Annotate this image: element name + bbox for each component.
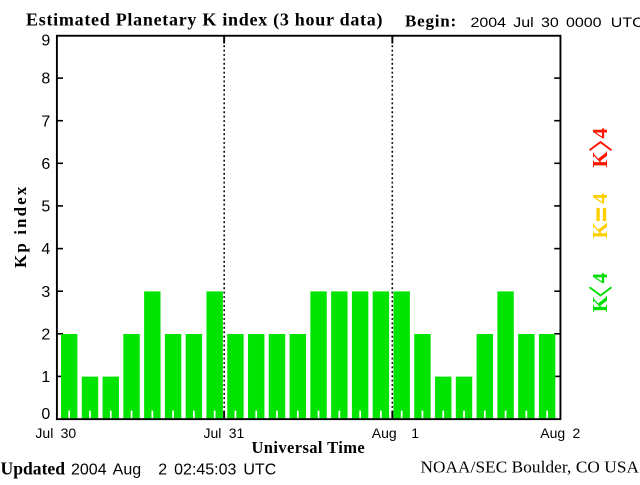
svg-text:2: 2 (41, 326, 50, 343)
svg-text:Aug 1: Aug 1 (372, 425, 419, 441)
svg-text:Updated: Updated (1, 459, 66, 479)
svg-text:Universal Time: Universal Time (251, 438, 365, 457)
svg-text:UTC: UTC (611, 15, 640, 31)
svg-text:NOAA/SEC Boulder, CO USA: NOAA/SEC Boulder, CO USA (421, 457, 640, 476)
svg-text:6: 6 (41, 156, 50, 173)
svg-text:Aug 2: Aug 2 (540, 425, 580, 441)
svg-text:4: 4 (41, 241, 50, 258)
svg-text:4: 4 (588, 128, 612, 139)
svg-text:7: 7 (41, 113, 50, 130)
svg-text:K: K (588, 150, 612, 167)
svg-text:9: 9 (41, 33, 50, 50)
svg-text:Kp index: Kp index (11, 185, 30, 268)
svg-text:5: 5 (41, 199, 50, 216)
svg-text:0: 0 (41, 406, 50, 423)
svg-text:Jul 31: Jul 31 (204, 425, 245, 441)
svg-text:1: 1 (41, 369, 50, 386)
svg-text:2004 Jul 30 0000: 2004 Jul 30 0000 (471, 15, 602, 31)
svg-text:2 02:45:03 UTC: 2 02:45:03 UTC (158, 461, 276, 478)
svg-text:Estimated Planetary K index (3: Estimated Planetary K index (3 hour data… (26, 10, 383, 31)
svg-text:4: 4 (588, 272, 612, 283)
svg-text:K: K (588, 221, 612, 238)
svg-text:8: 8 (41, 71, 50, 88)
svg-text:4: 4 (588, 193, 612, 204)
svg-text:K: K (588, 295, 612, 312)
svg-text:3: 3 (41, 284, 50, 301)
svg-text:2004 Aug: 2004 Aug (71, 461, 141, 478)
svg-text:Jul 30: Jul 30 (35, 425, 76, 441)
svg-text:Begin:: Begin: (405, 12, 457, 31)
